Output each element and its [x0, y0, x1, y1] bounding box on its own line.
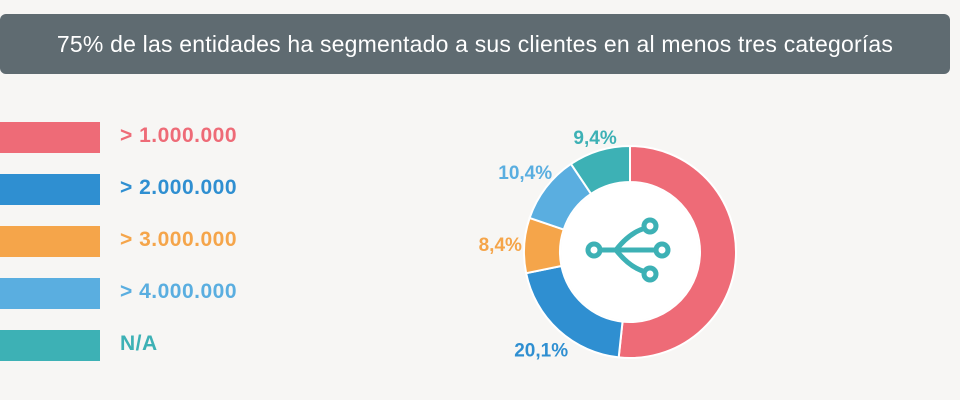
- title-banner: 75% de las entidades ha segmentado a sus…: [0, 14, 950, 74]
- legend-swatch: [0, 122, 100, 153]
- slice-value-label: 9,4%: [573, 128, 616, 149]
- donut-slice: [617, 144, 737, 359]
- legend-swatch: [0, 226, 100, 257]
- slice-value-label: 10,4%: [498, 163, 552, 184]
- legend-label: > 2.000.000: [120, 176, 238, 199]
- slice-value-label: 20,1%: [514, 341, 568, 362]
- legend-swatch: [0, 174, 100, 205]
- legend-label: > 1.000.000: [120, 124, 238, 147]
- legend-swatch: [0, 278, 100, 309]
- chart-title: 75% de las entidades ha segmentado a sus…: [56, 30, 894, 57]
- slice-value-label: 8,4%: [479, 235, 522, 256]
- legend-label: > 3.000.000: [120, 228, 238, 251]
- donut-slice: [569, 144, 631, 196]
- legend-label: N/A: [120, 332, 158, 355]
- legend-label: > 4.000.000: [120, 280, 238, 303]
- legend-swatch: [0, 330, 100, 361]
- donut-chart: 51,7%20,1%8,4%10,4%9,4%: [479, 128, 737, 362]
- hub-network-icon: [585, 217, 671, 283]
